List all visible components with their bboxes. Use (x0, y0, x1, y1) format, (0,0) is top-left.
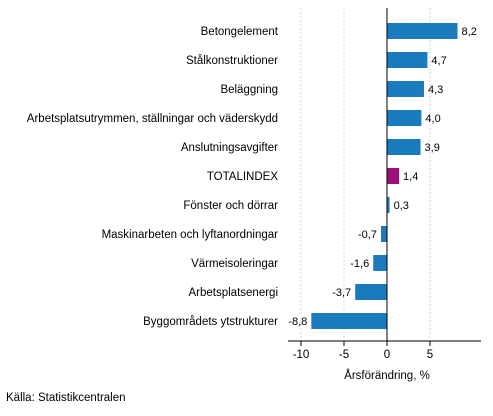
bar (373, 255, 387, 271)
bar (387, 168, 400, 184)
category-label: Värmeisoleringar (191, 258, 278, 270)
bar (387, 52, 428, 68)
value-label: -3,7 (332, 287, 351, 299)
bar (387, 23, 458, 39)
x-axis-title: Årsförändring, % (344, 369, 430, 382)
bars (311, 23, 458, 329)
value-label: 3,9 (425, 142, 440, 154)
x-tick-label: 5 (427, 349, 433, 361)
x-tick-label: -5 (339, 349, 349, 361)
category-label: Fönster och dörrar (183, 200, 278, 212)
value-label: -0,7 (358, 229, 377, 241)
category-label: Arbetsplatsutrymmen, ställningar och väd… (27, 113, 278, 125)
value-label: 4,7 (431, 55, 446, 67)
x-tick-label: 0 (384, 349, 390, 361)
bar (311, 313, 387, 329)
value-label: -8,8 (288, 316, 307, 328)
bar (380, 226, 387, 242)
category-label: Betongelement (201, 26, 279, 38)
bar (387, 81, 424, 97)
bar (387, 110, 422, 126)
bar (387, 139, 421, 155)
category-label: TOTALINDEX (207, 171, 278, 183)
x-axis: -10 -5 0 5 (288, 8, 481, 361)
category-label: Maskinarbeten och lyftanordningar (102, 229, 279, 241)
value-label: 1,4 (403, 171, 418, 183)
source-note: Källa: Statistikcentralen (6, 392, 126, 404)
category-label: Beläggning (220, 84, 278, 96)
bar (387, 197, 390, 213)
category-label: Anslutningsavgifter (181, 142, 278, 154)
bar (355, 284, 387, 300)
value-label: 4,3 (428, 84, 443, 96)
category-label: Stålkonstruktioner (186, 55, 278, 67)
gridlines (300, 8, 431, 341)
category-label: Byggområdets ytstrukturer (143, 316, 278, 328)
category-label: Arbetsplatsenergi (189, 287, 279, 299)
value-label: 8,2 (462, 26, 477, 38)
value-labels: 8,2 4,7 4,3 4,0 3,9 1,4 0,3 -0,7 -1,6 -3,7 -8,8 (288, 26, 476, 328)
category-labels: Betongelement Stålkonstruktioner Beläggnin… (27, 26, 279, 328)
value-label: -1,6 (350, 258, 369, 270)
value-label: 4,0 (425, 113, 440, 125)
x-tick-label: -10 (293, 349, 310, 361)
value-label: 0,3 (394, 200, 409, 212)
